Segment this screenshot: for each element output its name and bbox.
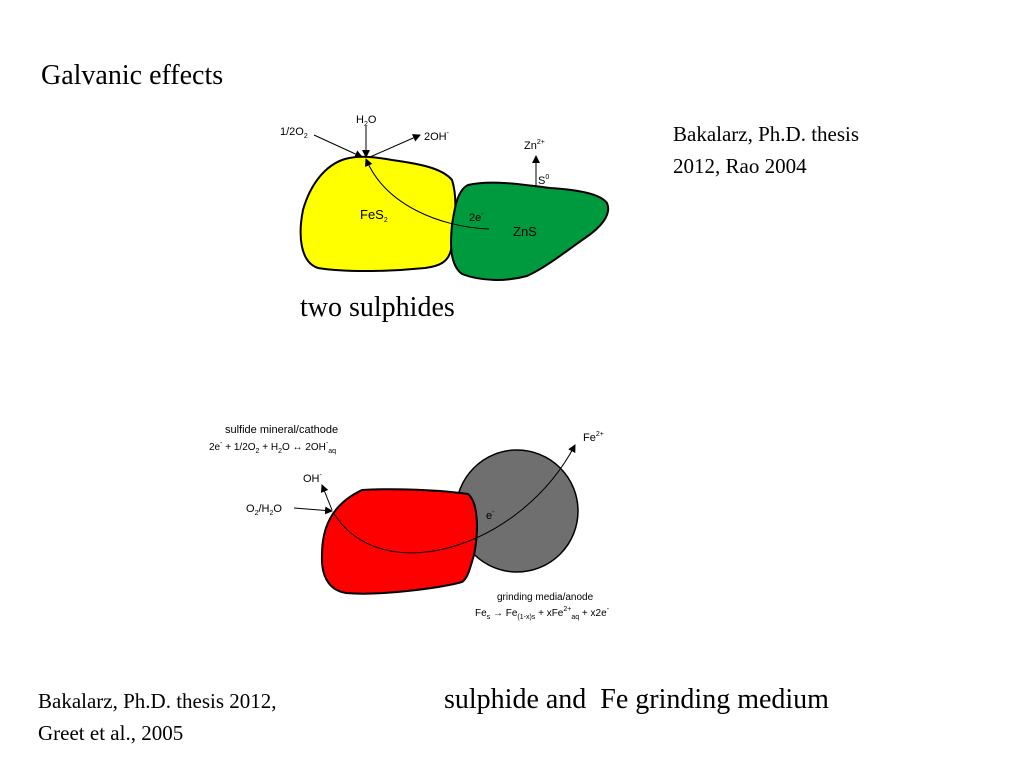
diagram-two-sulphides: H2O 1/2O2 2OH- Zn2+ S0 2e- FeS2 ZnS xyxy=(280,114,610,281)
label-anode-equation: Fes → Fe(1-x)s + xFe2+aq + x2e- xyxy=(475,606,610,621)
electron-flow-curve-2 xyxy=(332,444,576,554)
slide-title: Galvanic effects xyxy=(41,60,224,91)
label-h2o: H2O xyxy=(356,114,377,128)
label-fe2plus: Fe2+ xyxy=(583,431,604,444)
reference-bottom: Bakalarz, Ph.D. thesis 2012, Greet et al… xyxy=(38,685,277,749)
reference-top: Bakalarz, Ph.D. thesis 2012, Rao 2004 xyxy=(673,118,859,182)
oh-arrow-2 xyxy=(320,484,333,511)
fes2-particle xyxy=(299,155,457,273)
electron-flow-curve xyxy=(364,158,490,230)
label-oh: OH- xyxy=(303,472,323,485)
label-o2-h2o: O2/H2O xyxy=(246,503,282,517)
label-zn2plus: Zn2+ xyxy=(524,139,545,152)
reference-top-line1: Bakalarz, Ph.D. thesis xyxy=(673,122,860,146)
label-2oh: 2OH- xyxy=(424,130,450,143)
o2h2o-arrow xyxy=(293,506,333,515)
reference-bottom-line2: Greet et al., 2005 xyxy=(38,721,184,745)
label-fes2: FeS2 xyxy=(360,207,388,224)
sulfide-particle xyxy=(320,488,478,595)
oh-arrow xyxy=(369,134,421,158)
caption-grinding-medium: sulphide and Fe grinding medium xyxy=(444,684,829,715)
reference-bottom-line1: Bakalarz, Ph.D. thesis 2012, xyxy=(38,689,277,713)
label-half-o2: 1/2O2 xyxy=(280,126,308,140)
label-cathode-title: sulfide mineral/cathode xyxy=(225,424,338,436)
o2-arrow xyxy=(313,134,363,158)
label-electron: e- xyxy=(486,509,495,522)
zns-particle xyxy=(450,181,610,281)
label-cathode-equation: 2e- + 1/2O2 + H2O ↔ 2OH-aq xyxy=(209,440,336,455)
label-zns: ZnS xyxy=(513,224,537,239)
reference-top-line2: 2012, Rao 2004 xyxy=(673,154,807,178)
label-anode-title: grinding media/anode xyxy=(497,592,594,603)
diagram-grinding-medium: sulfide mineral/cathode 2e- + 1/2O2 + H2… xyxy=(209,424,610,621)
label-s0: S0 xyxy=(538,174,549,187)
label-2e: 2e- xyxy=(469,211,484,224)
caption-two-sulphides: two sulphides xyxy=(300,292,455,323)
